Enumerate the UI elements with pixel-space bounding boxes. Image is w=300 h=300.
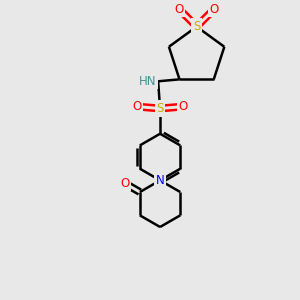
Text: O: O [209, 3, 219, 16]
Text: O: O [179, 100, 188, 113]
Text: O: O [120, 177, 129, 190]
Text: N: N [156, 174, 164, 187]
Text: O: O [132, 100, 141, 113]
Text: S: S [193, 20, 200, 33]
Text: O: O [175, 3, 184, 16]
Text: HN: HN [139, 75, 156, 88]
Text: S: S [156, 102, 164, 115]
